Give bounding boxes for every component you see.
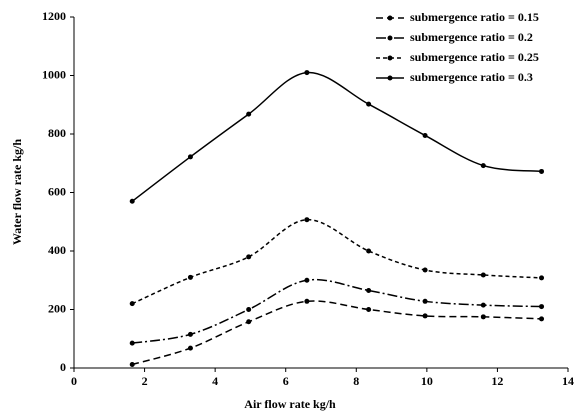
y-tick-label: 1000: [42, 67, 66, 81]
point: [366, 307, 372, 312]
point: [129, 340, 135, 346]
point: [246, 111, 252, 117]
x-tick-label: 12: [491, 374, 503, 388]
point: [304, 277, 310, 283]
legend-label: submergence ratio = 0.25: [410, 50, 539, 64]
point: [129, 361, 135, 367]
x-axis-label: Air flow rate kg/h: [244, 397, 336, 411]
x-tick-label: 6: [283, 374, 289, 388]
y-tick-label: 200: [48, 301, 66, 315]
point: [304, 70, 310, 76]
series-line: [132, 300, 542, 366]
y-tick-label: 1200: [42, 9, 66, 23]
y-tick-label: 400: [48, 243, 66, 257]
x-tick-label: 8: [353, 374, 359, 388]
legend-label: submergence ratio = 0.2: [410, 30, 533, 44]
y-tick-label: 0: [60, 360, 66, 374]
series-line: [131, 71, 542, 202]
series-line: [131, 218, 542, 305]
point: [304, 217, 310, 223]
point: [422, 298, 428, 304]
point: [246, 254, 252, 260]
legend-marker: [387, 75, 393, 81]
y-tick-label: 800: [48, 126, 66, 140]
point: [539, 275, 545, 281]
point: [246, 319, 252, 325]
y-axis-label: Water flow rate kg/h: [10, 139, 24, 245]
point: [304, 298, 310, 304]
point: [129, 301, 135, 307]
point: [480, 314, 486, 320]
point: [480, 272, 486, 278]
point: [422, 132, 428, 138]
point: [480, 302, 486, 308]
point: [187, 331, 193, 337]
point: [539, 168, 545, 174]
x-tick-label: 10: [421, 374, 433, 388]
legend-marker: [387, 35, 393, 41]
x-tick-label: 2: [142, 374, 148, 388]
point: [366, 287, 372, 293]
y-tick-label: 600: [48, 184, 66, 198]
legend-marker: [387, 55, 393, 61]
point: [187, 274, 193, 280]
legend-label: submergence ratio = 0.15: [410, 10, 539, 24]
point: [422, 313, 428, 319]
x-tick-label: 0: [71, 374, 77, 388]
legend-label: submergence ratio = 0.3: [410, 70, 533, 84]
x-tick-label: 4: [212, 374, 218, 388]
point: [129, 198, 135, 204]
point: [480, 163, 486, 169]
legend-marker: [387, 15, 393, 21]
x-tick-label: 14: [562, 374, 574, 388]
series-line: [132, 278, 542, 344]
point: [539, 316, 545, 322]
point: [422, 267, 428, 273]
point: [366, 248, 372, 254]
point: [366, 101, 372, 107]
point: [187, 154, 193, 160]
point: [187, 345, 193, 351]
point: [539, 304, 545, 310]
point: [246, 307, 252, 312]
